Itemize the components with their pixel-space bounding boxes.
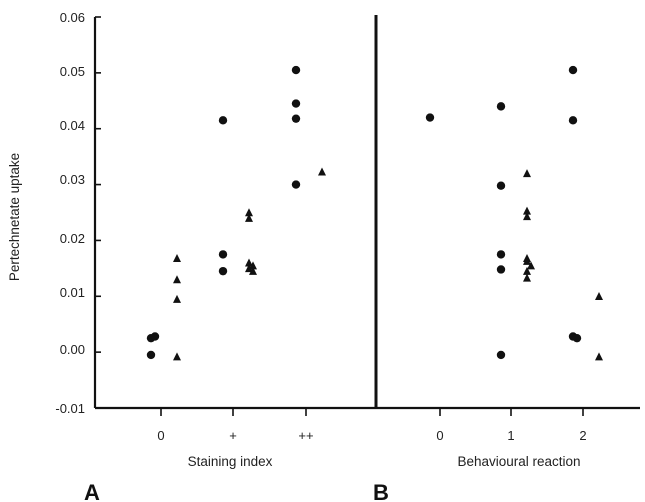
- data-point-circle: [496, 350, 506, 360]
- y-tick-label: 0.06: [60, 10, 85, 25]
- data-point-triangle: [523, 256, 531, 265]
- y-tick-label: 0.03: [60, 172, 85, 187]
- data-point-circle: [291, 65, 301, 75]
- x-tick-label: ++: [298, 428, 313, 443]
- data-point-triangle: [245, 213, 253, 222]
- data-point-triangle: [173, 352, 181, 361]
- data-point-triangle: [318, 167, 326, 176]
- data-point-triangle: [249, 261, 257, 270]
- data-point-triangle: [173, 254, 181, 263]
- data-point-triangle: [249, 266, 257, 275]
- panel-label-a: A: [84, 480, 100, 502]
- y-tick-label: 0.01: [60, 285, 85, 300]
- data-point-triangle: [527, 261, 535, 270]
- y-tick-label: 0.02: [60, 231, 85, 246]
- data-point-circle: [572, 333, 582, 343]
- data-point-circle: [496, 265, 506, 274]
- data-point-triangle: [173, 294, 181, 303]
- data-point-triangle: [523, 266, 531, 275]
- tick-marks: [95, 16, 584, 416]
- y-axis-title: Pertechnetate uptake: [7, 153, 22, 281]
- data-point-circle: [291, 114, 301, 123]
- data-point-circle: [218, 250, 228, 259]
- data-point-triangle: [523, 212, 531, 221]
- x-tick-label: +: [229, 428, 237, 443]
- y-tick-label: -0.01: [55, 401, 85, 416]
- x-tick-label: 0: [157, 428, 164, 443]
- data-point-circle: [218, 116, 228, 125]
- data-point-circle: [291, 180, 301, 189]
- data-point-triangle: [245, 208, 253, 217]
- y-tick-label: 0.04: [60, 118, 85, 133]
- data-point-circle: [425, 113, 435, 122]
- data-point-triangle: [245, 258, 253, 267]
- x-axis-title-b: Behavioural reaction: [457, 454, 580, 469]
- x-tick-label: 2: [579, 428, 586, 443]
- y-tick-label: 0.05: [60, 64, 85, 79]
- data-point-circle: [496, 181, 506, 190]
- data-point-triangle: [595, 292, 603, 301]
- data-point-circle: [496, 250, 506, 259]
- data-point-circle: [291, 99, 301, 108]
- data-point-circle: [568, 116, 578, 125]
- x-axis-title-a: Staining index: [188, 454, 273, 469]
- data-point-circle: [218, 266, 228, 276]
- x-tick-label: 0: [436, 428, 443, 443]
- data-point-triangle: [245, 264, 253, 273]
- panel-label-b: B: [373, 480, 389, 502]
- data-point-triangle: [523, 206, 531, 215]
- y-tick-label: 0.00: [60, 342, 85, 357]
- data-point-circle: [146, 350, 156, 360]
- data-point-circle: [496, 102, 506, 111]
- data-point-triangle: [523, 169, 531, 178]
- x-tick-label: 1: [507, 428, 514, 443]
- data-point-triangle: [173, 275, 181, 284]
- data-point-triangle: [595, 352, 603, 361]
- data-point-circle: [150, 332, 160, 341]
- data-marks: [146, 65, 603, 361]
- data-point-triangle: [523, 273, 531, 282]
- data-point-circle: [568, 65, 578, 75]
